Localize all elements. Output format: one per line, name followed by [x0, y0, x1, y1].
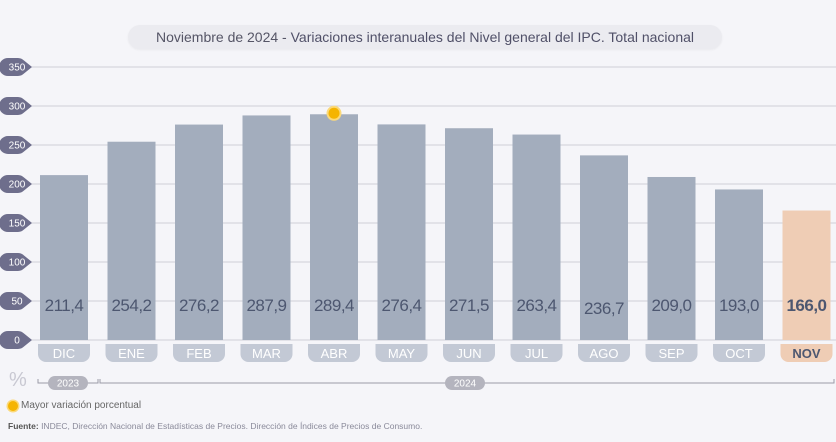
bar — [715, 189, 763, 340]
category-pill — [240, 344, 293, 362]
y-tick-badge — [0, 292, 32, 310]
y-tick-label: 350 — [9, 63, 26, 74]
x-tick-label: JUN — [456, 346, 481, 361]
bar-value-label: 211,4 — [45, 296, 84, 315]
bar — [782, 210, 831, 340]
bar-value-label: 276,4 — [381, 296, 421, 315]
x-tick-label: DIC — [53, 346, 75, 361]
x-tick-label: JUL — [525, 346, 548, 361]
category-pill — [375, 344, 428, 362]
bar — [445, 128, 493, 340]
y-tick-label: 100 — [9, 258, 26, 269]
x-tick-label: MAY — [388, 346, 416, 361]
x-tick-label: SEP — [658, 346, 684, 361]
year-pill — [445, 376, 485, 390]
legend: Mayor variación porcentual — [8, 400, 141, 411]
bar — [310, 114, 358, 340]
x-tick-label: ABR — [321, 346, 348, 361]
y-tick-label: 50 — [11, 297, 23, 308]
y-tick-badge — [0, 175, 32, 193]
category-pill — [578, 344, 630, 362]
x-tick-label: NOV — [792, 346, 821, 361]
unit-label: % — [9, 369, 27, 391]
category-pill — [105, 344, 158, 362]
x-tick-label: AGO — [590, 346, 619, 361]
title-text: Variaciones interanuales del Nivel gener… — [290, 29, 695, 45]
category-pill — [443, 344, 495, 362]
category-pill — [510, 344, 563, 362]
y-tick-badge — [0, 136, 32, 154]
year-pill — [48, 376, 88, 390]
y-tick-badge — [0, 58, 32, 76]
title-date: Noviembre de 2024 — [155, 29, 279, 45]
chart-title: Noviembre de 2024 - Variaciones interanu… — [128, 25, 722, 49]
year-label: 2024 — [454, 379, 477, 390]
source-text: INDEC, Dirección Nacional de Estadística… — [38, 421, 423, 431]
source-note: Fuente: INDEC, Dirección Nacional de Est… — [8, 421, 422, 431]
bar-value-label: 254,2 — [111, 296, 151, 315]
bar-value-label: 209,0 — [651, 296, 691, 315]
x-tick-label: MAR — [252, 346, 281, 361]
bar — [242, 115, 291, 340]
bar-value-label: 276,2 — [179, 296, 219, 315]
max-marker-icon — [328, 107, 340, 119]
bar-value-label: 166,0 — [786, 296, 826, 315]
bar — [580, 155, 628, 340]
y-tick-label: 250 — [9, 141, 26, 152]
y-tick-badge — [0, 253, 32, 271]
year-label: 2023 — [57, 379, 80, 390]
y-tick-label: 150 — [9, 219, 26, 230]
x-tick-label: ENE — [118, 346, 145, 361]
category-pill — [645, 344, 698, 362]
y-tick-badge — [0, 214, 32, 232]
category-pill — [713, 344, 765, 362]
y-tick-label: 0 — [14, 336, 20, 347]
category-pill — [38, 344, 90, 362]
category-pill — [173, 344, 225, 362]
bar — [175, 124, 223, 341]
x-tick-label: FEB — [186, 346, 211, 361]
y-tick-badge — [0, 331, 32, 349]
bar-value-label: 263,4 — [516, 296, 556, 315]
y-tick-label: 200 — [9, 180, 26, 191]
bar-value-label: 287,9 — [246, 296, 286, 315]
bar-value-label: 271,5 — [449, 296, 489, 315]
legend-label: Mayor variación porcentual — [21, 400, 142, 411]
bar-value-label: 236,7 — [584, 299, 624, 318]
bar — [107, 141, 156, 340]
y-tick-label: 300 — [9, 102, 26, 113]
y-tick-badge — [0, 97, 32, 115]
x-tick-label: OCT — [725, 346, 753, 361]
bar — [40, 175, 88, 340]
bar-chart: 0 50 100 150 200 250 300 350 211,4 DIC 254,2 ENE 276… — [0, 58, 836, 390]
bar — [377, 124, 426, 341]
max-marker-legend-icon — [8, 400, 18, 411]
source-label: Fuente: — [8, 421, 39, 431]
category-pill — [780, 344, 833, 362]
category-pill — [308, 344, 360, 362]
bar-value-label: 193,0 — [719, 296, 759, 315]
bar — [647, 176, 696, 340]
bar — [512, 134, 561, 340]
title-separator: - — [278, 29, 291, 45]
bar-value-label: 289,4 — [314, 296, 354, 315]
